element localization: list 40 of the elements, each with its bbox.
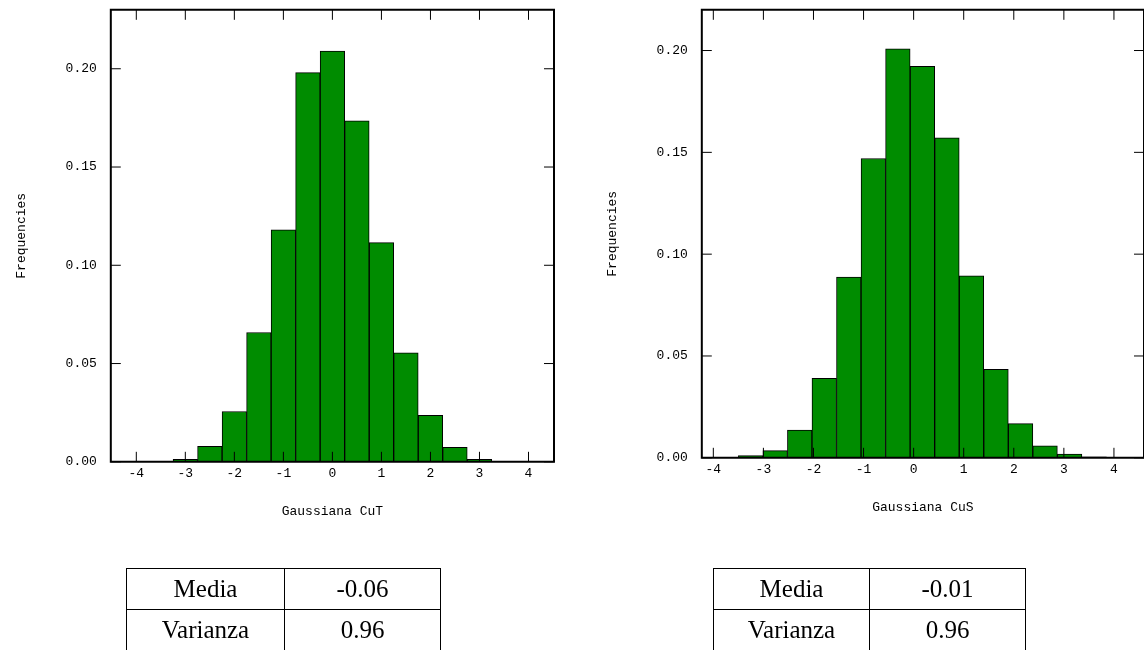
y-tick-label: 0.05	[656, 348, 688, 364]
text: -0.01	[869, 568, 1026, 610]
y-tick-label: 0.00	[656, 450, 688, 466]
x-tick-label: -2	[805, 462, 822, 478]
x-axis-title: Gaussiana CuT	[281, 503, 384, 519]
text: Varianza	[126, 609, 285, 650]
x-tick-label: -4	[128, 466, 145, 482]
x-tick-label: 3	[1059, 462, 1068, 478]
y-axis-title: Frequencies	[14, 192, 30, 279]
x-tick-label: 1	[377, 466, 386, 482]
text: 0.96	[869, 609, 1026, 650]
y-tick-label: 0.15	[656, 144, 688, 160]
x-tick-label: 4	[524, 466, 533, 482]
x-tick-label: -2	[226, 466, 243, 482]
y-tick-label: 0.05	[65, 355, 97, 371]
text: -0.06	[284, 568, 441, 610]
x-tick-label: -3	[755, 462, 772, 478]
text: 0.96	[284, 609, 441, 650]
y-axis-title: Frequencies	[605, 190, 621, 277]
x-axis-title: Gaussiana CuS	[872, 499, 974, 515]
x-tick-label: 0	[328, 466, 337, 482]
x-tick-label: 4	[1110, 462, 1119, 478]
x-tick-label: -1	[855, 462, 872, 478]
y-tick-label: 0.00	[65, 454, 97, 470]
x-tick-label: 2	[426, 466, 435, 482]
text: Media	[713, 568, 870, 610]
y-tick-label: 0.20	[65, 61, 97, 77]
text: Varianza	[713, 609, 870, 650]
y-tick-label: 0.20	[656, 42, 688, 58]
text: Media	[126, 568, 285, 610]
x-tick-label: 2	[1009, 462, 1018, 478]
y-tick-label: 0.10	[65, 257, 97, 273]
x-tick-label: -1	[275, 466, 292, 482]
x-tick-label: 1	[959, 462, 968, 478]
x-tick-label: 3	[475, 466, 484, 482]
y-tick-label: 0.15	[65, 159, 97, 175]
x-tick-label: -4	[705, 462, 722, 478]
x-tick-label: -3	[177, 466, 194, 482]
y-tick-label: 0.10	[656, 246, 688, 262]
x-tick-label: 0	[909, 462, 918, 478]
